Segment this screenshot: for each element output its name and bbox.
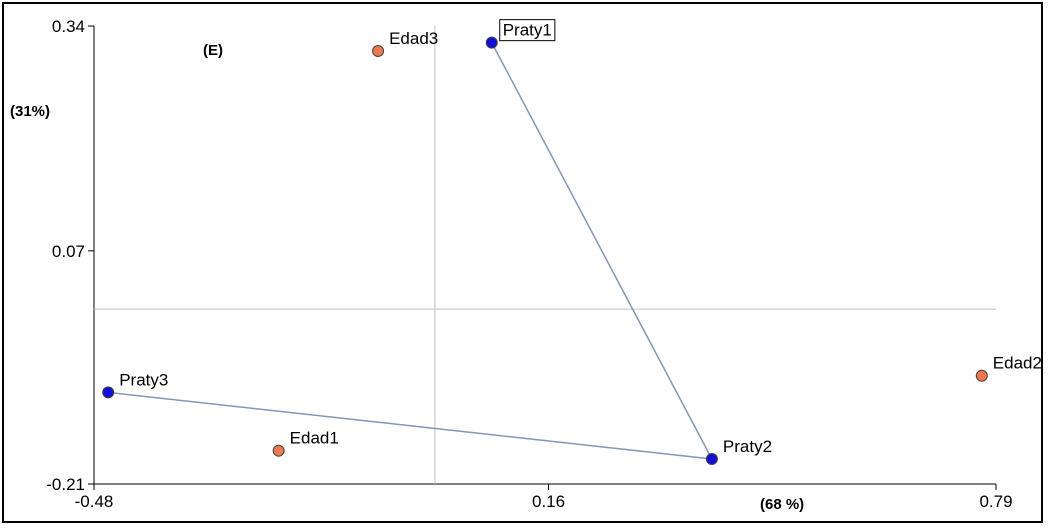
y-axis-label: (31%) [10, 103, 50, 120]
point-praty3 [102, 386, 115, 399]
reference-lines [94, 26, 996, 484]
point-label-box [499, 19, 556, 42]
point-label-praty1: Praty1 [503, 21, 552, 40]
connection-line [491, 42, 713, 460]
axes [88, 25, 997, 490]
point-label-edad2: Edad2 [993, 354, 1042, 373]
connection-line [108, 391, 712, 460]
point-edad3 [372, 44, 385, 57]
y-tick-label: -0.21 [46, 475, 85, 494]
x-tick-label: 0.79 [979, 492, 1012, 511]
point-labels: Praty1 Praty2 Praty3 Edad1 Edad2 Edad3 [119, 19, 1042, 456]
point-praty1 [485, 36, 498, 49]
x-tick-label: -0.48 [75, 492, 114, 511]
y-tick-label: 0.07 [52, 242, 85, 261]
point-label-praty2: Praty2 [723, 437, 772, 456]
connection-lines [108, 42, 713, 460]
point-label-edad3: Edad3 [389, 29, 438, 48]
point-praty2 [705, 453, 718, 466]
x-tick-label: 0.16 [532, 492, 565, 511]
point-label-praty3: Praty3 [119, 370, 168, 389]
point-label-edad1: Edad1 [290, 429, 339, 448]
point-edad1 [272, 444, 285, 457]
panel-label: (E) [203, 42, 223, 59]
x-axis-label: (68 %) [760, 496, 804, 513]
tick-labels: 0.34 0.07 -0.21-0.48 0.16 0.79 [46, 17, 1012, 511]
chart-frame [2, 2, 1043, 523]
y-tick-label: 0.34 [52, 17, 85, 36]
point-edad2 [975, 369, 988, 382]
data-points [102, 36, 988, 466]
